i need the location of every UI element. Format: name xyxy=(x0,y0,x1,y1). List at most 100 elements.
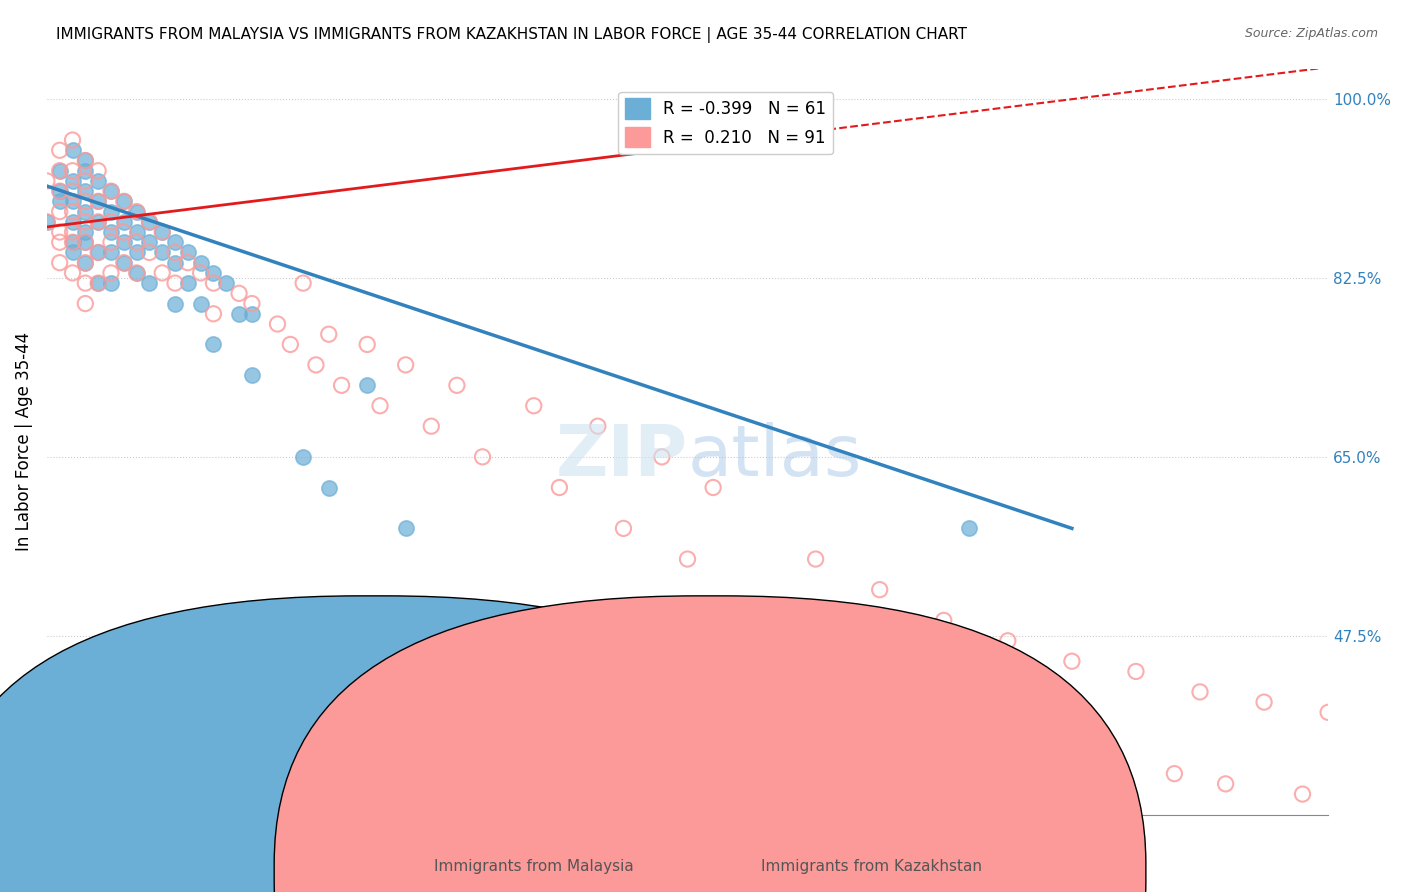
Point xyxy=(87,215,110,229)
Point xyxy=(957,706,980,720)
Point xyxy=(75,215,97,229)
Point xyxy=(177,276,200,290)
Point xyxy=(138,215,160,229)
Point xyxy=(1125,665,1147,679)
Point xyxy=(48,194,70,209)
Point xyxy=(420,419,443,434)
Point xyxy=(842,665,865,679)
Point xyxy=(907,685,929,699)
Point xyxy=(266,317,288,331)
Point xyxy=(100,245,122,260)
Point xyxy=(804,552,827,566)
Point xyxy=(150,225,173,239)
Point xyxy=(48,184,70,198)
Point xyxy=(48,184,70,198)
Point xyxy=(150,245,173,260)
Point xyxy=(779,629,801,643)
Point xyxy=(202,276,225,290)
Point xyxy=(75,255,97,269)
Point xyxy=(35,174,58,188)
Point xyxy=(62,194,84,209)
Point xyxy=(62,204,84,219)
Point xyxy=(125,204,148,219)
Point xyxy=(190,296,212,310)
Point xyxy=(112,194,135,209)
Point xyxy=(62,245,84,260)
Point xyxy=(75,194,97,209)
Point xyxy=(100,266,122,280)
Point xyxy=(112,215,135,229)
Point xyxy=(612,521,634,535)
Point xyxy=(87,194,110,209)
Point xyxy=(75,276,97,290)
Text: ZIP: ZIP xyxy=(555,422,688,491)
Point xyxy=(138,215,160,229)
Point xyxy=(997,633,1019,648)
Point xyxy=(163,296,186,310)
Point xyxy=(75,174,97,188)
Point xyxy=(202,337,225,351)
Point xyxy=(75,153,97,168)
Point xyxy=(100,276,122,290)
Point xyxy=(1291,787,1313,801)
Point xyxy=(368,399,391,413)
Point xyxy=(75,204,97,219)
Point xyxy=(446,629,468,643)
Point xyxy=(125,266,148,280)
Point xyxy=(138,235,160,250)
Point xyxy=(676,552,699,566)
Point xyxy=(125,204,148,219)
Point xyxy=(112,194,135,209)
Point xyxy=(177,245,200,260)
Point xyxy=(48,255,70,269)
Point xyxy=(100,225,122,239)
Legend: R = -0.399   N = 61, R =  0.210   N = 91: R = -0.399 N = 61, R = 0.210 N = 91 xyxy=(619,92,832,154)
Point xyxy=(318,481,340,495)
Point xyxy=(150,225,173,239)
Point xyxy=(330,378,353,392)
Point xyxy=(75,184,97,198)
Text: IMMIGRANTS FROM MALAYSIA VS IMMIGRANTS FROM KAZAKHSTAN IN LABOR FORCE | AGE 35-4: IMMIGRANTS FROM MALAYSIA VS IMMIGRANTS F… xyxy=(56,27,967,43)
Point xyxy=(100,184,122,198)
Point xyxy=(125,225,148,239)
Point xyxy=(48,143,70,157)
Point xyxy=(150,266,173,280)
Point xyxy=(75,255,97,269)
Point xyxy=(163,276,186,290)
Point xyxy=(35,215,58,229)
Point xyxy=(163,255,186,269)
Point xyxy=(62,184,84,198)
Point xyxy=(190,255,212,269)
Point xyxy=(87,245,110,260)
Point xyxy=(1163,766,1185,780)
Point xyxy=(112,255,135,269)
Point xyxy=(35,215,58,229)
Point xyxy=(177,255,200,269)
Point xyxy=(1188,685,1211,699)
Point xyxy=(48,163,70,178)
Point xyxy=(651,629,673,643)
Point xyxy=(62,235,84,250)
Point xyxy=(100,215,122,229)
Point xyxy=(292,276,315,290)
Text: Immigrants from Kazakhstan: Immigrants from Kazakhstan xyxy=(761,859,983,874)
Point xyxy=(586,419,609,434)
Point xyxy=(138,245,160,260)
Point xyxy=(240,296,263,310)
Point xyxy=(62,133,84,147)
Point xyxy=(75,225,97,239)
Point xyxy=(446,378,468,392)
Point xyxy=(87,245,110,260)
Point xyxy=(163,245,186,260)
Point xyxy=(215,276,238,290)
Point xyxy=(138,276,160,290)
Point xyxy=(190,266,212,280)
Point xyxy=(523,399,546,413)
Point xyxy=(1343,797,1365,812)
Point xyxy=(305,358,328,372)
Text: Immigrants from Malaysia: Immigrants from Malaysia xyxy=(434,859,634,874)
Point xyxy=(62,163,84,178)
Text: Source: ZipAtlas.com: Source: ZipAtlas.com xyxy=(1244,27,1378,40)
Point xyxy=(62,225,84,239)
Point xyxy=(548,481,571,495)
